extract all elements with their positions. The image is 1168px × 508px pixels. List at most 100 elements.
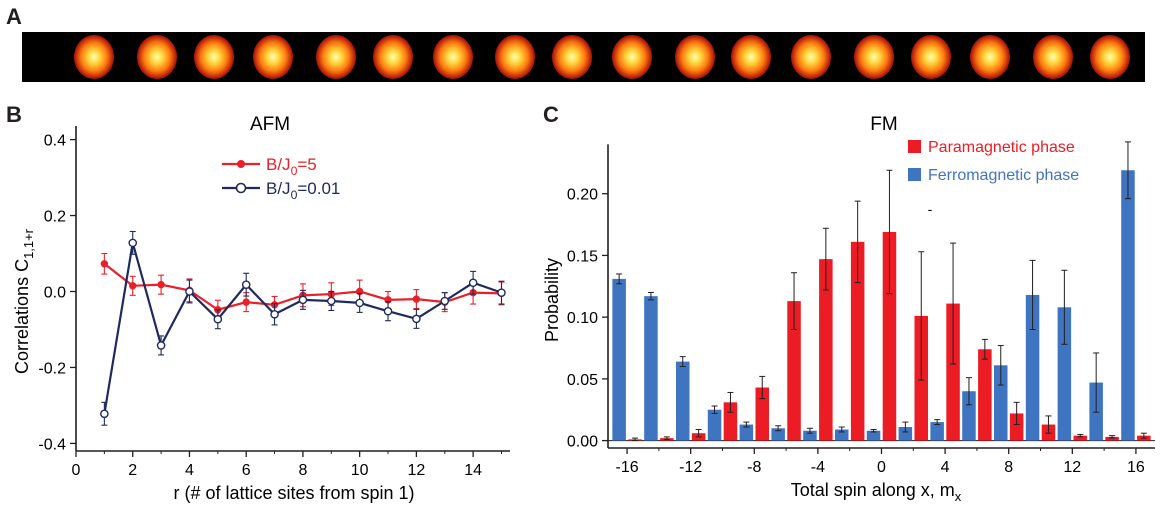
- data-point: [383, 306, 393, 316]
- x-tick-label: 0: [877, 459, 886, 476]
- bar: [850, 241, 865, 441]
- y-tick-label: 0.2: [44, 209, 66, 226]
- bar: [834, 429, 849, 441]
- y-tick-label: 0.05: [567, 372, 598, 389]
- data-point: [157, 280, 165, 289]
- y-tick-label: 0.4: [44, 133, 66, 150]
- chart-title: AFM: [250, 114, 290, 135]
- bar: [739, 424, 754, 441]
- fm-probability-chart: 0.00 0.05 0.10 0.15 0.20 -16 -12 -8 -4 0 4 8 12 16 Tot…: [542, 114, 1155, 504]
- data-point: [412, 295, 421, 303]
- ion: [372, 35, 413, 79]
- bar: [644, 296, 658, 441]
- ion: [970, 35, 1011, 79]
- ion-crystal-image: [22, 32, 1145, 82]
- x-tick-label: 10: [351, 462, 369, 479]
- data-point: [468, 278, 478, 288]
- stray-mark: -: [928, 201, 933, 217]
- data-point: [355, 298, 364, 308]
- panel-label-c: C: [543, 102, 559, 127]
- bar: [1025, 294, 1040, 441]
- x-tick-label: 8: [1004, 459, 1013, 476]
- data-point: [242, 298, 250, 306]
- x-tick-label: -4: [811, 459, 825, 476]
- ion: [1090, 35, 1130, 79]
- bar: [930, 422, 944, 441]
- ion: [193, 35, 234, 79]
- afm-correlation-chart: 0.4 0.2 0.0 -0.2 -0.4 0 2 4 6 8 10 12 14 r (# of latt…: [12, 114, 510, 503]
- ion: [791, 35, 832, 79]
- bar: [675, 361, 690, 441]
- data-point: [497, 288, 506, 297]
- legend-swatch: [908, 140, 921, 153]
- ion: [136, 35, 177, 79]
- x-tick-label: 12: [1063, 459, 1081, 476]
- x-tick-label: 4: [185, 462, 194, 479]
- y-tick-label: 0.20: [567, 187, 598, 204]
- bar: [898, 427, 913, 441]
- legend-label: B/J0=5: [266, 155, 317, 178]
- data-point: [298, 295, 308, 305]
- data-point: [241, 280, 251, 289]
- bar: [866, 430, 881, 441]
- ion: [853, 35, 894, 79]
- bar: [819, 259, 833, 441]
- ion: [552, 35, 593, 79]
- bar: [1057, 307, 1072, 441]
- bar: [723, 402, 738, 441]
- bar: [612, 278, 626, 441]
- legend-label: Paramagnetic phase: [928, 139, 1075, 156]
- x-tick-label: -16: [616, 459, 639, 476]
- x-tick-label: 12: [407, 462, 425, 479]
- x-tick-label: 6: [242, 462, 251, 479]
- chart-title: FM: [870, 114, 897, 135]
- bar: [1073, 435, 1088, 441]
- bar: [962, 391, 976, 441]
- ion: [432, 35, 473, 79]
- legend-marker: [237, 160, 245, 168]
- data-point: [412, 314, 421, 324]
- x-tick-label: 8: [298, 462, 307, 479]
- legend-label: Ferromagnetic phase: [928, 167, 1079, 184]
- ion: [316, 35, 357, 79]
- x-tick-label: 4: [941, 459, 950, 476]
- ion: [74, 35, 114, 79]
- legend-swatch: [908, 168, 921, 181]
- legend-label: B/J0=0.01: [266, 179, 340, 202]
- ion: [253, 35, 294, 79]
- bar: [1121, 170, 1135, 441]
- x-axis-label: Total spin along x, mx: [791, 480, 962, 504]
- x-tick-label: 0: [72, 462, 81, 479]
- data-point: [213, 314, 223, 324]
- bar: [994, 365, 1008, 441]
- bar: [978, 349, 992, 441]
- legend-marker: [235, 182, 247, 194]
- data-point: [270, 309, 279, 319]
- ion: [1033, 35, 1074, 79]
- data-point: [129, 282, 137, 290]
- y-axis-label: Correlations C1,1+r: [12, 228, 36, 374]
- ion: [674, 35, 715, 79]
- bar: [803, 430, 817, 441]
- data-point: [100, 260, 109, 268]
- bar: [1009, 413, 1024, 441]
- ion: [731, 35, 772, 79]
- ion: [495, 35, 536, 79]
- ion: [611, 35, 652, 79]
- x-tick-label: -8: [747, 459, 761, 476]
- bar: [946, 303, 960, 441]
- y-axis-label: Probability: [542, 258, 562, 342]
- bar: [771, 428, 785, 441]
- x-tick-label: 14: [464, 462, 482, 479]
- data-point: [100, 409, 109, 419]
- y-tick-label: 0.0: [44, 285, 66, 302]
- y-tick-label: -0.4: [38, 436, 66, 453]
- bar: [1105, 436, 1119, 441]
- y-tick-label: 0.15: [567, 248, 598, 265]
- y-tick-label: -0.2: [38, 360, 66, 377]
- bar: [707, 409, 722, 441]
- data-point: [440, 296, 450, 306]
- data-point: [326, 296, 336, 306]
- data-point: [185, 287, 194, 296]
- bar: [755, 387, 769, 441]
